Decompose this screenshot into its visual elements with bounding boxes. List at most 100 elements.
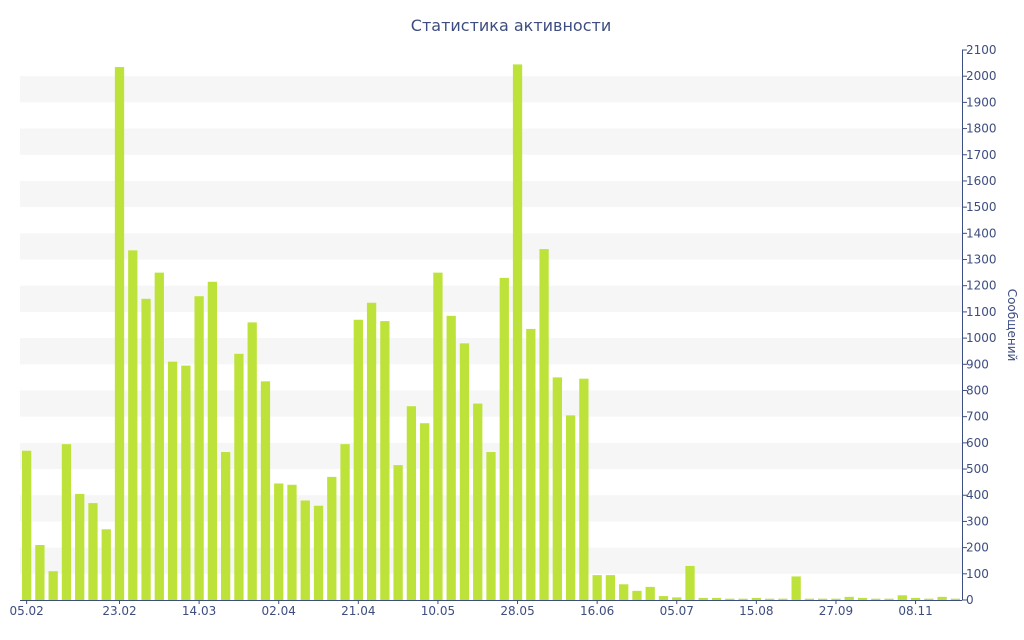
bar: [327, 476, 337, 600]
bar: [605, 575, 616, 600]
bar: [48, 571, 58, 600]
bar: [897, 595, 907, 600]
x-tick-label: 10.05: [421, 604, 455, 618]
y-tick-label: 100: [966, 567, 989, 581]
x-tick-label: 28.05: [500, 604, 534, 618]
bar: [791, 576, 801, 600]
bar: [433, 272, 443, 600]
bar: [512, 64, 523, 600]
y-tick-label: 0: [966, 593, 974, 607]
bar: [486, 452, 496, 600]
x-tick-label: 05.02: [9, 604, 43, 618]
x-tick-label: 15.08: [739, 604, 773, 618]
bar: [473, 403, 483, 600]
bar: [857, 597, 868, 600]
x-tick-label: 02.04: [262, 604, 296, 618]
grid-band: [20, 76, 962, 103]
bar: [579, 378, 589, 600]
bar: [711, 597, 722, 600]
bar: [751, 597, 761, 600]
bar: [924, 598, 934, 600]
bar: [884, 598, 894, 600]
y-tick-label: 1000: [966, 331, 997, 345]
bar: [420, 423, 430, 600]
bar: [194, 296, 204, 600]
bar: [844, 596, 854, 600]
bar: [114, 67, 125, 601]
grid-band: [20, 233, 962, 260]
bar: [380, 321, 390, 600]
bar: [340, 444, 350, 600]
grid-band: [20, 128, 962, 155]
bar: [207, 281, 218, 600]
bar: [181, 365, 191, 600]
x-tick-label: 14.03: [182, 604, 216, 618]
bar: [672, 597, 682, 600]
bar: [950, 598, 961, 600]
x-tick-label: 27.09: [819, 604, 853, 618]
bar: [154, 272, 164, 600]
x-tick-label: 21.04: [341, 604, 375, 618]
y-tick-label: 500: [966, 462, 989, 476]
y-tick-label: 300: [966, 514, 989, 528]
bar: [645, 586, 655, 600]
y-tick-label: 1800: [966, 122, 997, 136]
bar: [35, 545, 45, 600]
grid-band: [20, 285, 962, 312]
bar: [287, 484, 297, 600]
y-tick-label: 400: [966, 488, 989, 502]
y-tick-labels: 0 100 200 300 400 500 600 700 800 900 1000 1100 1200…: [966, 43, 997, 607]
y-tick-label: 1100: [966, 305, 997, 319]
y-tick-label: 1900: [966, 95, 997, 109]
y-tick-label: 1500: [966, 200, 997, 214]
grid-bands: [20, 76, 962, 574]
bar: [910, 597, 921, 600]
x-tick-label: 23.02: [102, 604, 136, 618]
bar: [88, 503, 98, 600]
bar: [128, 250, 138, 600]
bar: [353, 319, 363, 600]
bar: [592, 575, 602, 600]
bar: [300, 500, 310, 600]
bar: [75, 493, 85, 600]
y-tick-label: 800: [966, 383, 989, 397]
y-tick-label: 700: [966, 410, 989, 424]
y-tick-label: 1400: [966, 226, 997, 240]
bar: [393, 465, 403, 600]
y-tick-label: 1700: [966, 148, 997, 162]
bar: [141, 298, 151, 600]
y-tick-label: 200: [966, 541, 989, 555]
bar: [221, 452, 231, 600]
bar: [167, 361, 178, 600]
x-tick-label: 16.06: [580, 604, 614, 618]
x-tick-label: 05.07: [660, 604, 694, 618]
bar: [247, 322, 257, 600]
bar: [539, 249, 549, 601]
bar: [446, 315, 456, 600]
bar: [101, 529, 111, 600]
bar: [804, 598, 815, 600]
bar: [313, 505, 324, 600]
y-tick-label: 1300: [966, 253, 997, 267]
grid-band: [20, 180, 962, 208]
bar: [778, 598, 788, 600]
bar: [685, 565, 695, 600]
bar: [459, 343, 470, 600]
bar: [764, 598, 775, 600]
y-tick-label: 2100: [966, 43, 997, 57]
bar: [526, 328, 536, 600]
bar: [698, 597, 708, 600]
bar: [937, 596, 947, 600]
bar: [818, 598, 828, 600]
bar: [499, 277, 509, 600]
bar: [632, 590, 642, 600]
bar-series: [21, 64, 961, 601]
chart-title: Статистика активности: [411, 16, 611, 35]
bar: [871, 598, 881, 600]
bar: [234, 353, 244, 600]
bar: [406, 406, 417, 600]
y-tick-label: 1600: [966, 174, 997, 188]
y-tick-label: 900: [966, 357, 989, 371]
